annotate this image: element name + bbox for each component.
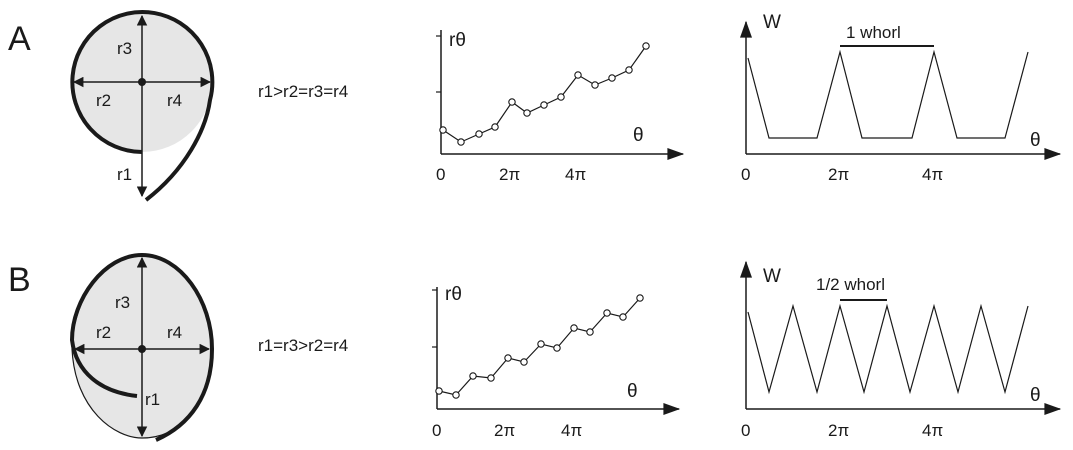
data-point [457, 138, 465, 146]
data-point [537, 340, 545, 348]
w-series-a [747, 49, 1029, 139]
data-point [574, 71, 582, 79]
data-point [540, 101, 548, 109]
label-r2-b: r2 [96, 323, 111, 342]
tick-2pi-a: 2π [499, 165, 520, 184]
data-point [603, 309, 611, 317]
data-point [435, 387, 443, 395]
panel-letter-b: B [8, 261, 31, 299]
w-plot-a: 1 whorl W θ 0 2π 4π [740, 12, 1062, 184]
w-series-b [747, 303, 1029, 395]
data-point [570, 324, 578, 332]
center-point-a [138, 78, 146, 86]
w-tick-2pi-b: 2π [828, 421, 849, 440]
data-point [439, 126, 447, 134]
w-tick-2pi-a: 2π [828, 165, 849, 184]
rtheta-ylabel-a: rθ [449, 30, 466, 51]
w-xlabel-b: θ [1030, 385, 1041, 406]
data-point [491, 123, 499, 131]
data-point [586, 328, 594, 336]
tick-4pi-a: 4π [565, 165, 586, 184]
rtheta-plot-a: rθ θ 0 2π 4π [436, 30, 685, 184]
rtheta-series-a [442, 45, 647, 143]
label-r3-b: r3 [115, 293, 130, 312]
data-point [469, 372, 477, 380]
tick-4pi-b: 4π [561, 421, 582, 440]
data-point [475, 130, 483, 138]
data-point [508, 98, 516, 106]
data-point [557, 93, 565, 101]
tick-0-a: 0 [436, 165, 445, 184]
w-tick-4pi-b: 4π [922, 421, 943, 440]
label-r4-a: r4 [167, 91, 182, 110]
label-r4-b: r4 [167, 323, 182, 342]
w-tick-0-b: 0 [741, 421, 750, 440]
label-r1-a: r1 [117, 165, 132, 184]
label-r1-b: r1 [145, 390, 160, 409]
w-tick-0-a: 0 [741, 165, 750, 184]
rtheta-ylabel-b: rθ [445, 284, 462, 305]
data-point [608, 74, 616, 82]
data-point [625, 66, 633, 74]
rtheta-xlabel-a: θ [633, 125, 644, 146]
whorl-label-b: 1/2 whorl [816, 275, 885, 294]
spiral-curve-b [69, 252, 215, 442]
data-point [553, 344, 561, 352]
w-ylabel-a: W [763, 12, 781, 33]
data-point [452, 391, 460, 399]
radius-relation-a: r1>r2=r3=r4 [258, 82, 348, 101]
tick-0-b: 0 [432, 421, 441, 440]
data-point [636, 294, 644, 302]
data-point [591, 81, 599, 89]
w-xlabel-a: θ [1030, 130, 1041, 151]
panel-a: A r3 r2 r4 r1 r1>r2=r3=r4 [8, 10, 1062, 202]
panel-b: B r3 r2 r4 r1 r1=r3>r2=r4 [8, 252, 1062, 442]
label-r2-a: r2 [96, 91, 111, 110]
rtheta-xlabel-b: θ [627, 381, 638, 402]
spiral-curve-a [70, 10, 215, 202]
w-plot-b: 1/2 whorl W θ 0 2π 4π [740, 260, 1062, 440]
w-ylabel-b: W [763, 266, 781, 287]
panel-letter-a: A [8, 20, 31, 58]
whorl-label-a: 1 whorl [846, 23, 901, 42]
center-point-b [138, 345, 146, 353]
cross-section-b: r3 r2 r4 r1 [69, 252, 215, 442]
radius-relation-b: r1=r3>r2=r4 [258, 336, 348, 355]
data-point [523, 109, 531, 117]
rtheta-plot-b: rθ θ 0 2π 4π [432, 284, 681, 440]
data-point [520, 358, 528, 366]
label-r3-a: r3 [117, 39, 132, 58]
data-point [619, 313, 627, 321]
data-point [642, 42, 650, 50]
tick-2pi-b: 2π [494, 421, 515, 440]
data-point [504, 354, 512, 362]
w-tick-4pi-a: 4π [922, 165, 943, 184]
data-point [487, 374, 495, 382]
cross-section-a: r3 r2 r4 r1 [70, 10, 215, 202]
